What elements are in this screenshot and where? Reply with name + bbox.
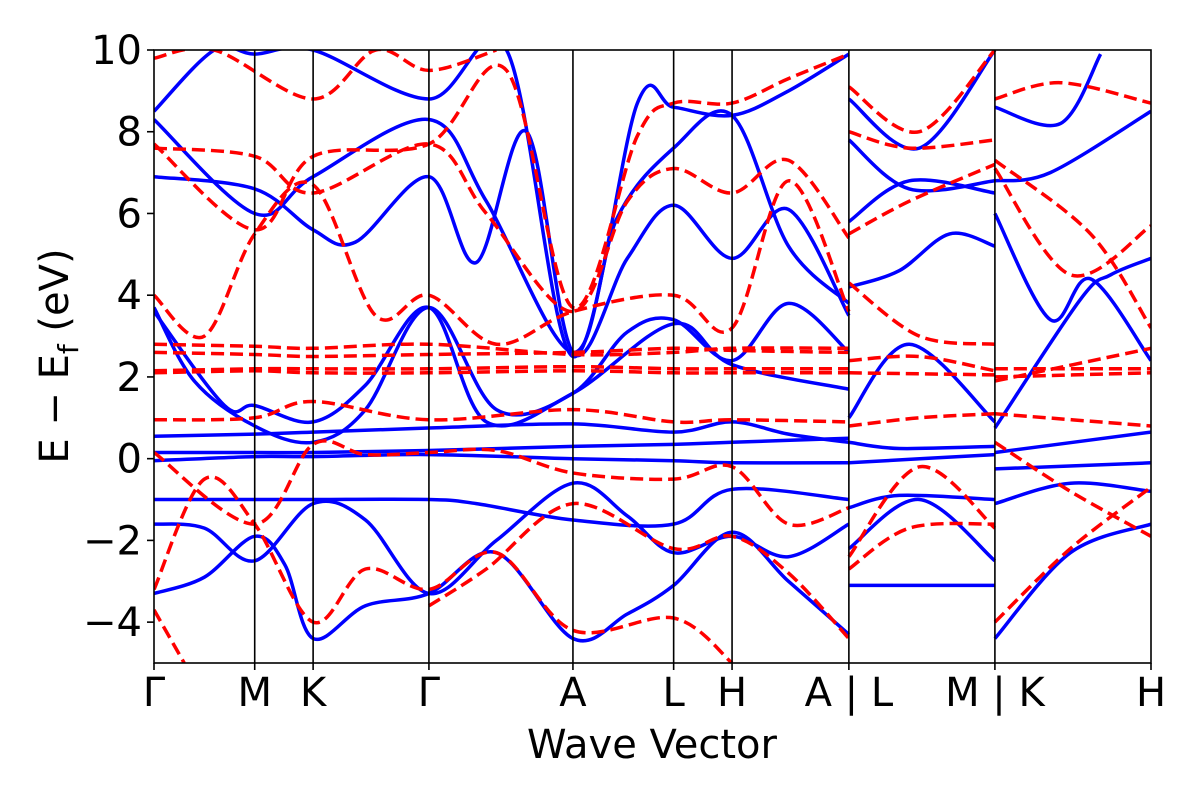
band-dashed-41 — [154, 50, 497, 101]
band-solid-0 — [154, 530, 851, 643]
band-dashed-43 — [847, 465, 997, 558]
band-dashed-44 — [848, 411, 995, 428]
band-dashed-31 — [427, 501, 851, 640]
y-tick-label-2: 0 — [117, 437, 142, 483]
band-dashed-42 — [847, 521, 995, 571]
band-dashed-34 — [154, 369, 849, 375]
band-solid-8 — [154, 128, 851, 358]
band-solid-22 — [994, 481, 1151, 506]
band-solid-7 — [154, 305, 850, 428]
y-tick-label-4: 4 — [117, 273, 142, 319]
band-dashed-59 — [994, 80, 1151, 105]
band-solid-4 — [154, 436, 849, 455]
y-tick-label-5: 6 — [117, 191, 142, 237]
band-solid-10 — [154, 50, 850, 359]
band-solid-27 — [994, 109, 1151, 183]
band-dashed-53 — [994, 411, 1151, 428]
band-dashed-46 — [848, 354, 996, 373]
x-tick-label-1: M — [237, 670, 272, 716]
kpoint-divider-lines — [253, 50, 996, 663]
band-solid-9 — [154, 109, 851, 355]
band-solid-21 — [993, 522, 1151, 640]
x-axis-title: Wave Vector — [527, 722, 778, 768]
band-dashed-55 — [994, 371, 1151, 379]
band-solid-28 — [994, 53, 1103, 128]
band-dashed-51 — [993, 485, 1151, 624]
band-dashed-58 — [993, 158, 1151, 329]
y-tick-label-0: −4 — [83, 600, 142, 646]
band-solid-26 — [993, 212, 1151, 362]
band-dashed-49 — [848, 130, 996, 150]
band-dashed-54 — [994, 346, 1151, 383]
band-solid-15 — [848, 440, 995, 451]
band-dashed-36 — [154, 346, 849, 359]
band-solid-19 — [847, 138, 996, 193]
y-axis-ticks: −4 −2 0 2 4 6 8 10 — [83, 28, 154, 646]
band-solid-20 — [847, 50, 997, 151]
band-dashed-33 — [154, 399, 849, 425]
band-dashed-57 — [993, 167, 1151, 278]
band-solid-13 — [848, 493, 995, 510]
band-dashed-52 — [993, 440, 1151, 538]
band-dashed-40 — [154, 52, 850, 310]
band-dashed-32 — [154, 439, 850, 528]
y-tick-label-1: −2 — [83, 518, 142, 564]
x-tick-label-2: K — [300, 670, 328, 716]
x-tick-label-8: M | K — [945, 670, 1046, 716]
x-tick-label-0: Γ — [143, 670, 166, 716]
x-tick-label-9: H — [1136, 670, 1166, 716]
x-tick-label-5: L — [663, 670, 686, 716]
band-dashed-47 — [847, 281, 996, 346]
y-tick-label-3: 2 — [117, 355, 142, 401]
y-axis-title: E − Ef (eV) — [32, 248, 85, 463]
band-solid-25 — [993, 256, 1151, 429]
band-solid-3 — [154, 452, 849, 465]
band-dashed-38 — [154, 179, 851, 346]
band-solid-17 — [848, 231, 996, 289]
x-tick-label-3: Γ — [418, 670, 441, 716]
x-tick-label-4: A — [559, 670, 587, 716]
band-solid-2 — [154, 486, 850, 528]
band-solid-16 — [847, 342, 997, 424]
band-solid-23 — [994, 461, 1151, 471]
band-lines — [154, 50, 1151, 663]
band-solid-14 — [848, 452, 995, 465]
band-dashed-29 — [154, 475, 734, 663]
band-dashed-50 — [847, 50, 997, 134]
band-dashed-30 — [154, 609, 186, 663]
y-tick-label-7: 10 — [91, 28, 142, 74]
y-tick-label-6: 8 — [117, 110, 142, 156]
band-dashed-37 — [154, 342, 849, 357]
plot-frame — [153, 49, 1152, 664]
band-dashed-45 — [848, 371, 995, 377]
x-tick-label-6: H — [717, 670, 747, 716]
band-dashed-35 — [154, 364, 849, 373]
band-solid-24 — [994, 430, 1151, 455]
x-tick-label-7: A | L — [805, 670, 894, 716]
band-dashed-48 — [848, 162, 996, 236]
band-solid-18 — [847, 178, 996, 224]
